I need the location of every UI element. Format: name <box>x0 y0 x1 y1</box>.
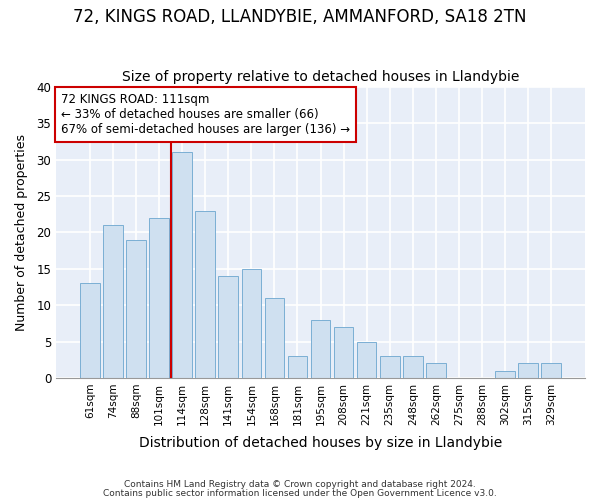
Text: Contains HM Land Registry data © Crown copyright and database right 2024.: Contains HM Land Registry data © Crown c… <box>124 480 476 489</box>
Bar <box>380 356 400 378</box>
Bar <box>265 298 284 378</box>
Bar <box>149 218 169 378</box>
Text: 72, KINGS ROAD, LLANDYBIE, AMMANFORD, SA18 2TN: 72, KINGS ROAD, LLANDYBIE, AMMANFORD, SA… <box>73 8 527 26</box>
Bar <box>196 210 215 378</box>
Bar <box>334 327 353 378</box>
Bar <box>518 364 538 378</box>
Bar <box>80 284 100 378</box>
Bar <box>357 342 376 378</box>
Bar <box>287 356 307 378</box>
Text: 72 KINGS ROAD: 111sqm
← 33% of detached houses are smaller (66)
67% of semi-deta: 72 KINGS ROAD: 111sqm ← 33% of detached … <box>61 93 350 136</box>
Bar <box>218 276 238 378</box>
Bar <box>126 240 146 378</box>
Text: Contains public sector information licensed under the Open Government Licence v3: Contains public sector information licen… <box>103 488 497 498</box>
Bar <box>541 364 561 378</box>
Bar <box>426 364 446 378</box>
Title: Size of property relative to detached houses in Llandybie: Size of property relative to detached ho… <box>122 70 519 85</box>
Bar <box>495 370 515 378</box>
Y-axis label: Number of detached properties: Number of detached properties <box>15 134 28 331</box>
Bar <box>103 225 123 378</box>
X-axis label: Distribution of detached houses by size in Llandybie: Distribution of detached houses by size … <box>139 436 502 450</box>
Bar <box>172 152 192 378</box>
Bar <box>311 320 331 378</box>
Bar <box>242 269 261 378</box>
Bar <box>403 356 422 378</box>
